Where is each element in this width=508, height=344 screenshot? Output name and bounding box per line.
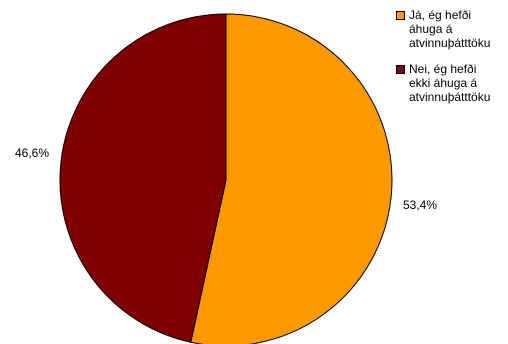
legend-item-yes: Já, ég hefði áhuga á atvinnuþátttöku [396,8,506,50]
legend-swatch-yes [396,11,405,20]
legend-item-no: Nei, ég hefði ekki áhuga á atvinnuþátttö… [396,62,506,104]
legend-label-yes-line-2: áhuga á [409,22,453,36]
legend: Já, ég hefði áhuga á atvinnuþátttöku Nei… [396,8,506,116]
pie-slice-no [59,13,227,343]
slice-value-label-yes: 53,4% [403,198,437,212]
pie-slice-yes [190,13,393,344]
legend-label-no-line-3: atvinnuþátttöku [409,90,491,104]
legend-swatch-no [396,65,405,74]
legend-label-yes-line-1: Já, ég hefði [409,8,472,22]
legend-label-no-line-2: ekki áhuga á [409,76,478,90]
slice-value-label-no: 46,6% [15,146,49,160]
pie-slices [59,13,393,344]
legend-label-no-line-1: Nei, ég hefði [409,62,477,76]
legend-label-yes-line-3: atvinnuþátttöku [409,36,491,50]
